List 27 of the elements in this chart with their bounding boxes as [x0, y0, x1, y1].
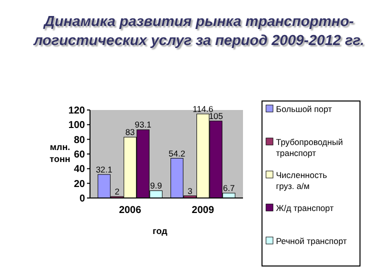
x-tick-label: 2006 — [118, 205, 142, 216]
y-tick-label: 20 — [74, 178, 86, 190]
data-label: 114.6 — [192, 104, 214, 114]
data-label: 32.1 — [96, 164, 113, 174]
chart-title: Динамика развития рынка транспортно- логистических услуг за период 2009-2012 гг. — [32, 14, 364, 49]
data-label: 6.7 — [222, 183, 236, 194]
y-tick-label: 80 — [74, 134, 86, 146]
legend-label: Численность груз. а/м — [276, 170, 328, 191]
data-label: 93.1 — [134, 120, 152, 130]
data-label: 54.2 — [168, 148, 186, 158]
data-label: 9.9 — [150, 180, 162, 191]
x-tick-label: 2009 — [192, 205, 214, 216]
y-tick-label: 120 — [68, 106, 86, 116]
data-label: 105 — [208, 111, 224, 121]
legend-label: Большой порт — [276, 104, 332, 114]
y-tick-label: 40 — [74, 164, 86, 176]
data-label: 2 — [114, 186, 120, 197]
y-axis-title: млн. тонн — [50, 142, 70, 164]
y-tick-label: 100 — [68, 120, 86, 132]
y-tick-label: 60 — [74, 150, 86, 160]
data-label: 3 — [188, 186, 193, 196]
data-label: 83 — [125, 127, 136, 138]
y-tick-label: 0 — [79, 194, 86, 204]
x-axis-title: год — [152, 226, 168, 236]
legend-label: Трубопроводный транспорт — [276, 137, 344, 158]
legend-label: Речной транспорт — [276, 236, 347, 246]
legend-label: Ж/д транспорт — [276, 203, 334, 213]
